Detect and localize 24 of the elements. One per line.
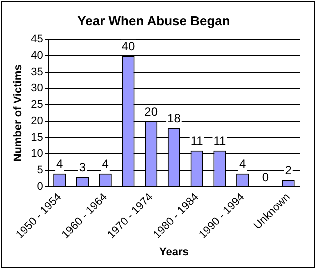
y-tick-label: 15: [31, 132, 44, 144]
data-label: 20: [144, 104, 158, 119]
y-tick-label: 35: [31, 66, 44, 78]
data-label: 4: [56, 157, 64, 172]
data-label: 2: [285, 164, 292, 178]
y-tick-label: 45: [31, 34, 44, 46]
data-label: 4: [102, 157, 110, 172]
data-label: 3: [79, 160, 86, 174]
chart-title: Year When Abuse Began: [78, 13, 230, 28]
data-label: 11: [214, 134, 227, 148]
y-tick-label: 10: [31, 148, 44, 160]
y-axis-title: Number of Victims: [12, 64, 25, 162]
data-label: 40: [122, 39, 136, 54]
y-tick-label: 5: [37, 164, 44, 177]
y-tick-label: 40: [31, 50, 44, 62]
x-axis-title: Years: [160, 246, 189, 258]
data-label: 0: [262, 170, 270, 184]
data-label: 4: [239, 157, 246, 172]
data-label: 18: [168, 111, 182, 126]
data-label: 11: [190, 134, 204, 148]
y-tick-label: 30: [31, 82, 44, 95]
y-tick-label: 0: [37, 180, 44, 193]
y-tick-label: 20: [31, 115, 44, 128]
y-tick-label: 25: [31, 99, 44, 112]
